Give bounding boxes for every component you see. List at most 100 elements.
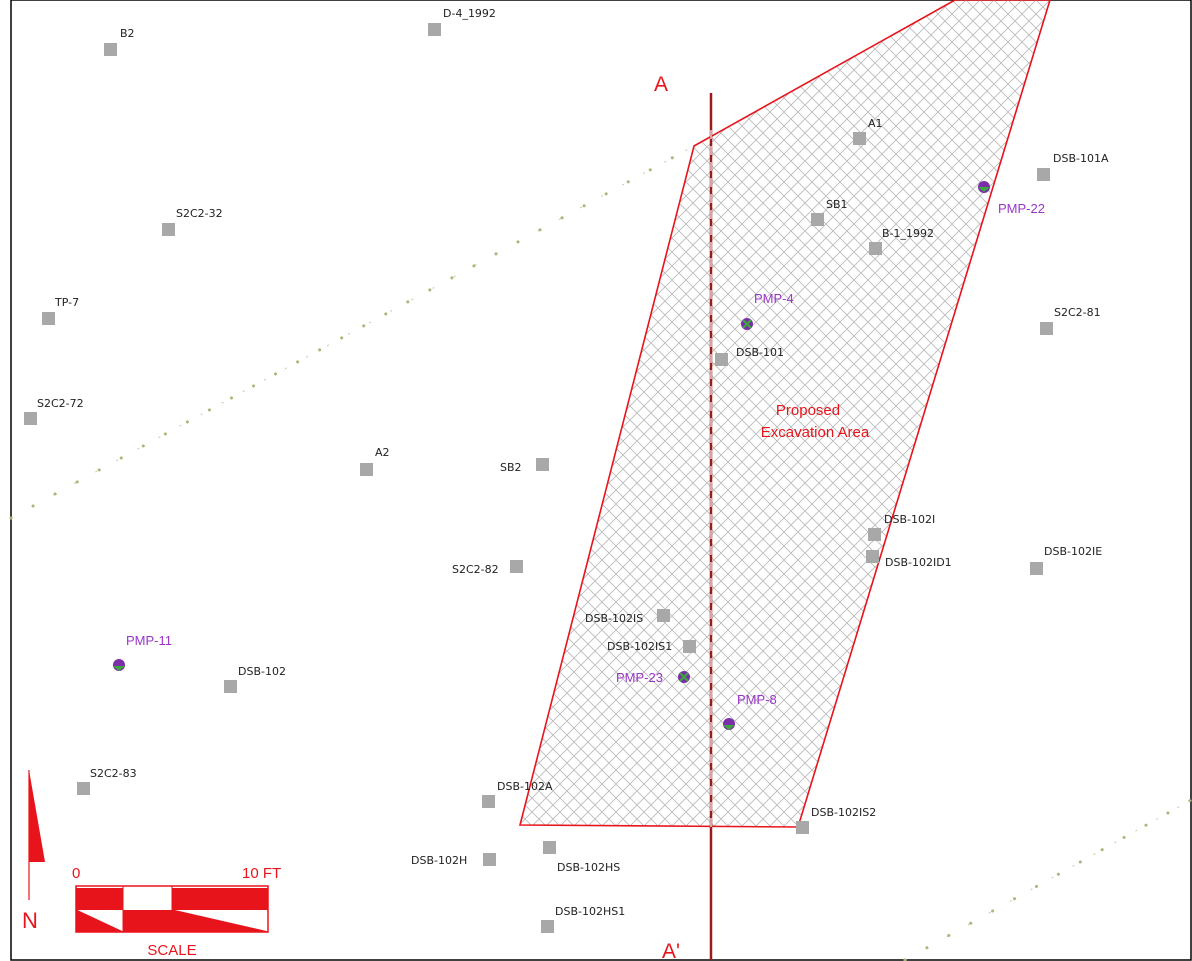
sample-marker[interactable]: A1 xyxy=(853,117,883,145)
sample-marker[interactable]: D-4_1992 xyxy=(428,7,496,36)
sample-marker[interactable]: DSB-102IS1 xyxy=(607,640,696,653)
sample-marker[interactable]: DSB-102I xyxy=(868,513,935,541)
sample-square-icon xyxy=(162,223,175,236)
sample-square-icon xyxy=(1040,322,1053,335)
sample-square-icon xyxy=(104,43,117,56)
well-marker[interactable]: PMP-23 xyxy=(616,670,690,685)
scale-start-label: 0 xyxy=(72,865,80,882)
sample-square-icon xyxy=(24,412,37,425)
sample-marker[interactable]: DSB-102HS xyxy=(543,841,620,874)
sample-label: A2 xyxy=(375,446,390,459)
well-green-icon xyxy=(978,187,990,192)
well-label: PMP-4 xyxy=(754,291,794,306)
sample-square-icon xyxy=(869,242,882,255)
sample-marker[interactable]: DSB-102IE xyxy=(1030,545,1102,575)
sample-square-icon xyxy=(866,550,879,563)
section-start-label: A xyxy=(654,73,668,96)
north-label: N xyxy=(22,908,38,933)
well-green-icon xyxy=(723,725,735,730)
sample-square-icon xyxy=(224,680,237,693)
sample-marker[interactable]: B2 xyxy=(104,27,135,56)
sample-square-icon xyxy=(796,821,809,834)
sample-label: DSB-101 xyxy=(736,346,784,359)
sample-label: B-1_1992 xyxy=(882,227,934,240)
excavation-label-line1: Proposed xyxy=(776,402,840,419)
sample-label: SB1 xyxy=(826,198,848,211)
sample-marker[interactable]: S2C2-82 xyxy=(452,560,523,576)
sample-label: DSB-102IE xyxy=(1044,545,1102,558)
excavation-area xyxy=(518,0,1051,828)
sample-label: D-4_1992 xyxy=(443,7,496,20)
sample-square-icon xyxy=(510,560,523,573)
sample-label: S2C2-81 xyxy=(1054,306,1101,319)
well-cross-icon xyxy=(742,319,752,329)
sample-label: DSB-102A xyxy=(497,780,553,793)
sample-label: DSB-101A xyxy=(1053,152,1109,165)
sample-marker[interactable]: DSB-102A xyxy=(482,780,553,808)
well-cross-icon xyxy=(679,672,689,682)
sample-marker[interactable]: DSB-102IS2 xyxy=(796,806,876,834)
sample-square-icon xyxy=(868,528,881,541)
sample-label: DSB-102IS1 xyxy=(607,640,672,653)
sample-label: DSB-102IS xyxy=(585,612,643,625)
sample-marker[interactable]: A2 xyxy=(360,446,390,476)
sample-square-icon xyxy=(482,795,495,808)
sample-label: S2C2-82 xyxy=(452,563,499,576)
scale-bar: 0 10 FT SCALE xyxy=(72,865,281,959)
sample-label: S2C2-32 xyxy=(176,207,223,220)
well-marker[interactable]: PMP-22 xyxy=(978,181,1045,216)
sample-marker[interactable]: S2C2-72 xyxy=(24,397,84,425)
sample-square-icon xyxy=(683,640,696,653)
sample-marker[interactable]: SB2 xyxy=(500,458,549,474)
monitoring-wells: PMP-22 PMP-4 PMP-11 PMP-23 PMP-8 xyxy=(113,181,1045,730)
sample-square-icon xyxy=(715,353,728,366)
sample-square-icon xyxy=(360,463,373,476)
sample-marker[interactable]: S2C2-81 xyxy=(1040,306,1101,335)
well-marker[interactable]: PMP-8 xyxy=(723,692,777,730)
sample-square-icon xyxy=(1037,168,1050,181)
scale-segment xyxy=(76,910,123,932)
well-label: PMP-8 xyxy=(737,692,777,707)
well-label: PMP-23 xyxy=(616,670,663,685)
north-arrow: N xyxy=(22,770,45,933)
sample-label: DSB-102ID1 xyxy=(885,556,952,569)
sample-label: S2C2-83 xyxy=(90,767,137,780)
sample-label: DSB-102HS xyxy=(557,861,620,874)
sample-marker[interactable]: DSB-101A xyxy=(1037,152,1109,181)
sample-marker[interactable]: DSB-102HS1 xyxy=(541,905,625,933)
sample-label: DSB-102 xyxy=(238,665,286,678)
sample-label: SB2 xyxy=(500,461,522,474)
sample-square-icon xyxy=(811,213,824,226)
sample-locations: B2 D-4_1992 A1 DSB-101A S2C2-32 SB1 B-1_… xyxy=(24,7,1109,933)
well-label: PMP-22 xyxy=(998,201,1045,216)
sample-square-icon xyxy=(77,782,90,795)
sample-square-icon xyxy=(657,609,670,622)
sample-label: S2C2-72 xyxy=(37,397,84,410)
scale-end-label: 10 FT xyxy=(242,865,281,882)
sample-marker[interactable]: S2C2-83 xyxy=(77,767,137,795)
north-arrow-icon xyxy=(29,770,45,862)
sample-marker[interactable]: S2C2-32 xyxy=(162,207,223,236)
well-marker[interactable]: PMP-11 xyxy=(113,633,172,671)
sample-label: DSB-102HS1 xyxy=(555,905,625,918)
well-label: PMP-11 xyxy=(126,633,172,648)
sample-square-icon xyxy=(541,920,554,933)
sample-marker[interactable]: DSB-102ID1 xyxy=(866,550,952,569)
sample-square-icon xyxy=(428,23,441,36)
sample-label: A1 xyxy=(868,117,883,130)
well-marker[interactable]: PMP-4 xyxy=(741,291,794,330)
scale-segment xyxy=(123,910,172,932)
sample-square-icon xyxy=(1030,562,1043,575)
sample-marker[interactable]: DSB-101 xyxy=(715,346,784,366)
sample-square-icon xyxy=(536,458,549,471)
sample-marker[interactable]: TP-7 xyxy=(42,296,79,325)
sample-square-icon xyxy=(853,132,866,145)
sample-marker[interactable]: B-1_1992 xyxy=(869,227,934,255)
sample-marker[interactable]: DSB-102H xyxy=(411,853,496,867)
sample-square-icon xyxy=(42,312,55,325)
sample-marker[interactable]: DSB-102IS xyxy=(585,609,670,625)
sample-marker[interactable]: DSB-102 xyxy=(224,665,286,693)
scale-title: SCALE xyxy=(147,942,196,959)
sample-marker[interactable]: SB1 xyxy=(811,198,848,226)
sample-label: DSB-102IS2 xyxy=(811,806,876,819)
